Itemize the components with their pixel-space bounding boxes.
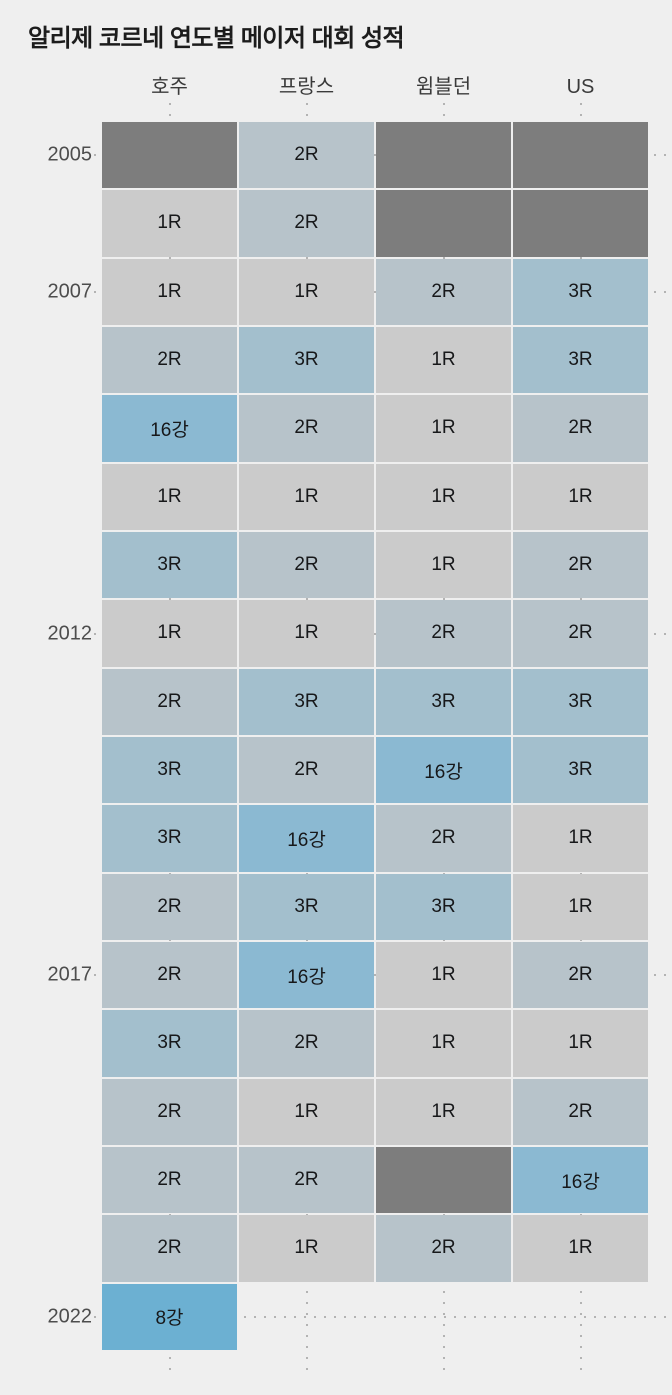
no-data-cell bbox=[513, 122, 648, 189]
no-data-cell bbox=[376, 190, 511, 257]
heatmap-cell: 16강 bbox=[239, 805, 374, 872]
heatmap-cell: 2R bbox=[239, 532, 374, 599]
heatmap-cell: 2R bbox=[376, 600, 511, 667]
heatmap-cell: 2R bbox=[239, 1010, 374, 1077]
heatmap-cell: 16강 bbox=[513, 1147, 648, 1214]
heatmap-cell: 2R bbox=[376, 1215, 511, 1282]
heatmap-cell: 1R bbox=[513, 805, 648, 872]
heatmap-cell: 2R bbox=[239, 395, 374, 462]
heatmap-cell: 1R bbox=[376, 1010, 511, 1077]
no-data-cell bbox=[376, 1147, 511, 1214]
heatmap-cell: 2R bbox=[239, 737, 374, 804]
column-header: 윔블던 bbox=[415, 76, 472, 98]
no-data-cell bbox=[102, 122, 237, 189]
heatmap-cell: 2R bbox=[102, 668, 237, 735]
heatmap-cell: 16강 bbox=[102, 395, 237, 462]
heatmap-cell: 1R bbox=[102, 258, 237, 325]
heatmap-cell: 1R bbox=[376, 942, 511, 1009]
heatmap-cell: 1R bbox=[513, 463, 648, 530]
heatmap-cell: 3R bbox=[239, 327, 374, 394]
dotted-horizontal-gridline bbox=[94, 1315, 666, 1318]
year-label: 2022 bbox=[47, 1305, 93, 1328]
heatmap-cell: 1R bbox=[239, 463, 374, 530]
heatmap-grid: 2R 1R 2R 1R 1R 2R 3R 2R 3R 1R 3R 16강 2R 1R 2R 1R 1R 1R 1R 3… bbox=[102, 122, 648, 1350]
heatmap-cell: 1R bbox=[102, 190, 237, 257]
heatmap-cell: 2R bbox=[102, 327, 237, 394]
heatmap-cell: 1R bbox=[239, 1078, 374, 1145]
heatmap-cell: 2R bbox=[513, 532, 648, 599]
heatmap-cell: 2R bbox=[513, 942, 648, 1009]
empty-cell bbox=[239, 1284, 374, 1350]
heatmap-cell: 2R bbox=[102, 1078, 237, 1145]
column-header: 호주 bbox=[151, 76, 188, 98]
column-header: 프랑스 bbox=[278, 76, 335, 98]
heatmap-cell: 3R bbox=[239, 668, 374, 735]
heatmap-cell: 2R bbox=[239, 1147, 374, 1214]
year-label: 2017 bbox=[47, 963, 93, 986]
empty-cell bbox=[513, 1284, 648, 1350]
no-data-cell bbox=[376, 122, 511, 189]
heatmap-cell: 1R bbox=[513, 1010, 648, 1077]
heatmap-cell: 8강 bbox=[102, 1283, 237, 1350]
heatmap-cell: 2R bbox=[513, 600, 648, 667]
no-data-cell bbox=[513, 190, 648, 257]
empty-cell bbox=[376, 1284, 511, 1350]
heatmap-cell: 2R bbox=[376, 805, 511, 872]
heatmap-cell: 2R bbox=[513, 1078, 648, 1145]
heatmap-cell: 3R bbox=[376, 873, 511, 940]
heatmap-cell: 3R bbox=[376, 668, 511, 735]
heatmap-cell: 2R bbox=[513, 395, 648, 462]
heatmap-cell: 2R bbox=[239, 122, 374, 189]
heatmap-cell: 3R bbox=[513, 737, 648, 804]
column-header: US bbox=[566, 76, 595, 98]
heatmap-cell: 1R bbox=[239, 600, 374, 667]
heatmap-cell: 2R bbox=[239, 190, 374, 257]
chart-title: 알리제 코르네 연도별 메이저 대회 성적 bbox=[28, 25, 405, 52]
heatmap-cell: 3R bbox=[102, 532, 237, 599]
heatmap-cell: 3R bbox=[102, 805, 237, 872]
heatmap-cell: 16강 bbox=[239, 942, 374, 1009]
year-label: 2007 bbox=[47, 280, 93, 303]
heatmap-cell: 1R bbox=[102, 600, 237, 667]
heatmap-cell: 1R bbox=[513, 873, 648, 940]
heatmap-cell: 3R bbox=[102, 737, 237, 804]
heatmap-cell: 2R bbox=[102, 1215, 237, 1282]
heatmap-cell: 1R bbox=[513, 1215, 648, 1282]
heatmap-cell: 3R bbox=[513, 327, 648, 394]
heatmap-cell: 1R bbox=[376, 463, 511, 530]
heatmap-cell: 1R bbox=[376, 327, 511, 394]
heatmap-cell: 3R bbox=[513, 258, 648, 325]
heatmap-cell: 1R bbox=[102, 463, 237, 530]
heatmap-cell: 2R bbox=[102, 1147, 237, 1214]
year-label: 2005 bbox=[47, 143, 93, 166]
heatmap-cell: 2R bbox=[102, 873, 237, 940]
year-label: 2012 bbox=[47, 622, 93, 644]
heatmap-cell: 1R bbox=[376, 395, 511, 462]
heatmap-cell: 3R bbox=[239, 873, 374, 940]
heatmap-cell: 1R bbox=[376, 1078, 511, 1145]
heatmap-cell: 1R bbox=[239, 1215, 374, 1282]
heatmap-cell: 3R bbox=[102, 1010, 237, 1077]
heatmap-cell: 16강 bbox=[376, 737, 511, 804]
heatmap-cell: 1R bbox=[239, 258, 374, 325]
heatmap-cell: 2R bbox=[376, 258, 511, 325]
heatmap-cell: 3R bbox=[513, 668, 648, 735]
heatmap-cell: 1R bbox=[376, 532, 511, 599]
heatmap-cell: 2R bbox=[102, 942, 237, 1009]
